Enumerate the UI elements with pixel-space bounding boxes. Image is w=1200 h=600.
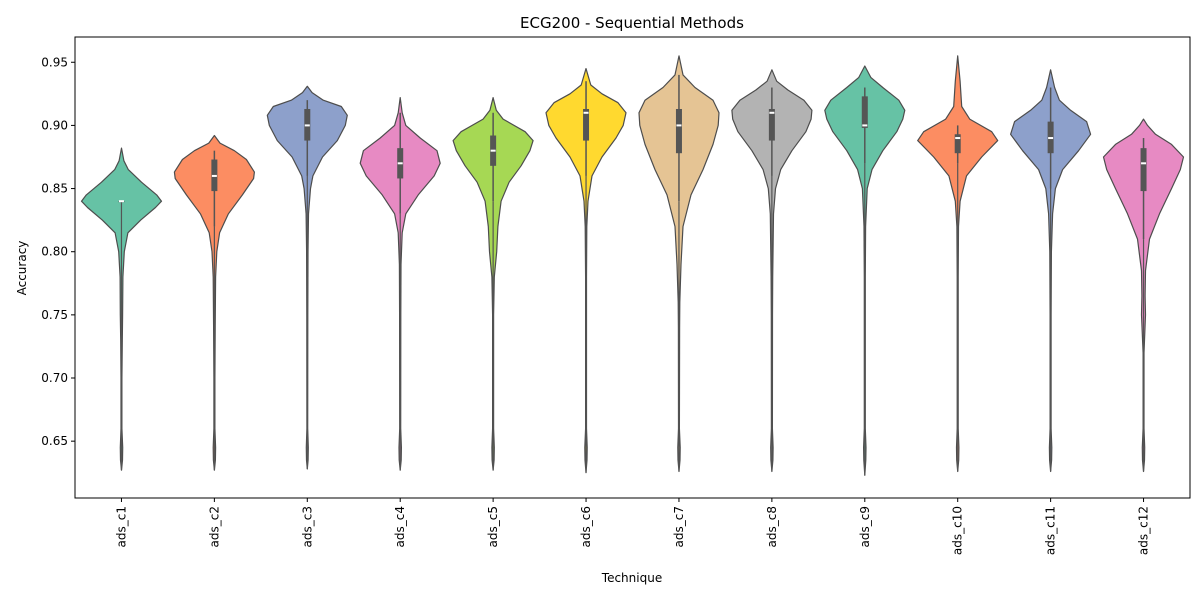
x-tick-label: ads_c4 bbox=[393, 506, 407, 547]
violins-group bbox=[80, 55, 1185, 476]
violin-median bbox=[397, 162, 403, 165]
x-axis: ads_c1 ads_c2 ads_c3 ads_c4 ads_c5 ads_c6 ads_… bbox=[114, 498, 1151, 555]
x-tick-label: ads_c7 bbox=[672, 506, 686, 547]
x-tick-label: ads_c11 bbox=[1044, 506, 1058, 555]
violin-iqr-box bbox=[861, 96, 868, 128]
violin-iqr-box bbox=[675, 108, 682, 154]
violin-iqr-box bbox=[768, 108, 775, 141]
violin-median bbox=[1141, 162, 1147, 165]
y-tick-label: 0.90 bbox=[41, 118, 68, 132]
violin-median bbox=[676, 124, 682, 127]
y-axis: 0.65 0.70 0.75 0.80 0.85 0.90 0.95 bbox=[41, 55, 75, 448]
violin-iqr-box bbox=[583, 108, 590, 141]
x-tick-label: ads_c10 bbox=[951, 506, 965, 555]
x-tick-label: ads_c9 bbox=[858, 506, 872, 547]
violin-median bbox=[304, 124, 310, 127]
x-tick-label: ads_c2 bbox=[207, 506, 221, 547]
violin-iqr-box bbox=[1140, 148, 1147, 192]
y-tick-label: 0.75 bbox=[41, 308, 68, 322]
x-tick-label: ads_c12 bbox=[1137, 506, 1151, 555]
x-tick-label: ads_c3 bbox=[300, 506, 314, 547]
x-axis-label: Technique bbox=[601, 571, 662, 585]
x-tick-label: ads_c1 bbox=[114, 506, 128, 547]
violin-median bbox=[862, 124, 868, 127]
x-tick-label: ads_c6 bbox=[579, 506, 593, 547]
chart-title: ECG200 - Sequential Methods bbox=[520, 14, 744, 32]
y-tick-label: 0.65 bbox=[41, 434, 68, 448]
y-tick-label: 0.95 bbox=[41, 55, 68, 69]
y-axis-label: Accuracy bbox=[15, 241, 29, 296]
violin-median bbox=[769, 111, 775, 114]
violin-median bbox=[1048, 137, 1054, 140]
y-tick-label: 0.80 bbox=[41, 245, 68, 259]
violin-median bbox=[118, 200, 124, 203]
violin-median bbox=[583, 111, 589, 114]
y-tick-label: 0.70 bbox=[41, 371, 68, 385]
x-tick-label: ads_c5 bbox=[486, 506, 500, 547]
violin-iqr-box bbox=[954, 134, 961, 154]
plot-frame bbox=[74, 36, 1191, 499]
violin-median bbox=[955, 137, 961, 140]
violin-median bbox=[211, 174, 217, 177]
x-tick-label: ads_c8 bbox=[765, 506, 779, 547]
violin-median bbox=[490, 149, 496, 152]
y-tick-label: 0.85 bbox=[41, 182, 68, 196]
